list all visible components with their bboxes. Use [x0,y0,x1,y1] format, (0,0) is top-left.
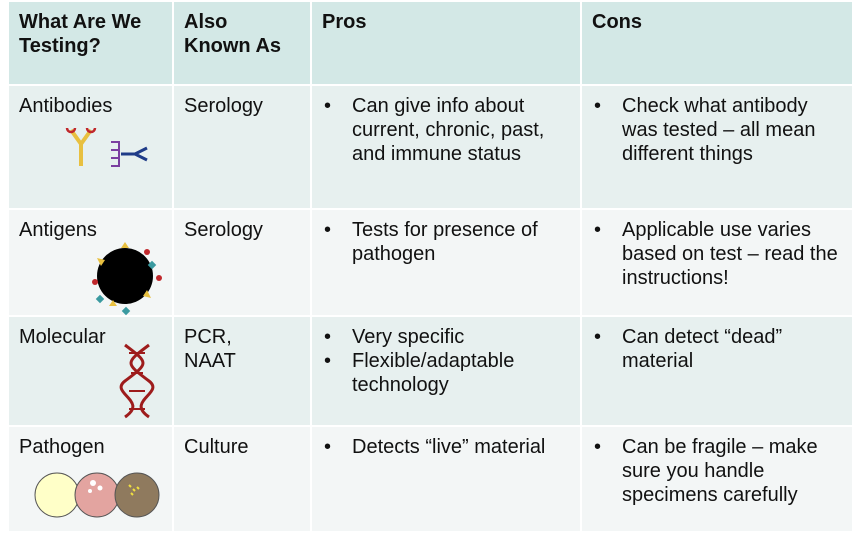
cell-text: Molecular [19,326,106,348]
pros-cell: Can give info about current, chronic, pa… [310,84,582,210]
header-row: What Are We Testing? Also Known As Pros … [7,0,854,86]
dna-icon [119,343,155,419]
con-item: Can detect “dead” material [592,325,842,373]
pros-cell: Tests for presence of pathogen [310,208,582,317]
header-cell: Also Known As [172,0,312,86]
con-item: Can be fragile – make sure you handle sp… [592,435,842,507]
pro-item: Detects “live” material [322,435,570,459]
antigen-icon [92,242,162,316]
pro-item: Tests for presence of pathogen [322,218,570,266]
pro-item: Can give info about current, chronic, pa… [322,94,570,166]
cons-cell: Applicable use varies based on test – re… [580,208,854,317]
row: Antigens Serology Tests for presence of … [7,208,854,317]
cell-text: Antibodies [19,95,113,117]
header-cell: Cons [580,0,854,86]
header-cell: Pros [310,0,582,86]
aka-cell: Serology [172,84,312,210]
cons-cell: Can be fragile – make sure you handle sp… [580,425,854,533]
row: Antibodies Serology Can give info about … [7,84,854,210]
pros-cell: Detects “live” material [310,425,582,533]
pro-item: Flexible/adaptable technology [322,349,570,397]
test-cell: Pathogen [7,425,174,533]
aka-cell: Culture [172,425,312,533]
culture-icon [34,472,160,518]
aka-cell: Serology [172,208,312,317]
test-cell: Molecular [7,315,174,427]
con-item: Applicable use varies based on test – re… [592,218,842,290]
con-item: Check what antibody was tested – all mea… [592,94,842,166]
row: Pathogen Culture Detects “live” material… [7,425,854,533]
test-cell: Antigens [7,208,174,317]
cell-text: Antigens [19,219,97,241]
header-cell: What Are We Testing? [7,0,174,86]
row: Molecular PCR, NAAT Very specificFlexibl… [7,315,854,427]
antibody-icon [65,127,148,167]
comparison-table: What Are We Testing? Also Known As Pros … [7,0,854,533]
aka-cell: PCR, NAAT [172,315,312,427]
cons-cell: Can detect “dead” material [580,315,854,427]
cons-cell: Check what antibody was tested – all mea… [580,84,854,210]
cell-text: Pathogen [19,436,105,458]
pro-item: Very specific [322,325,570,349]
test-cell: Antibodies [7,84,174,210]
pros-cell: Very specificFlexible/adaptable technolo… [310,315,582,427]
